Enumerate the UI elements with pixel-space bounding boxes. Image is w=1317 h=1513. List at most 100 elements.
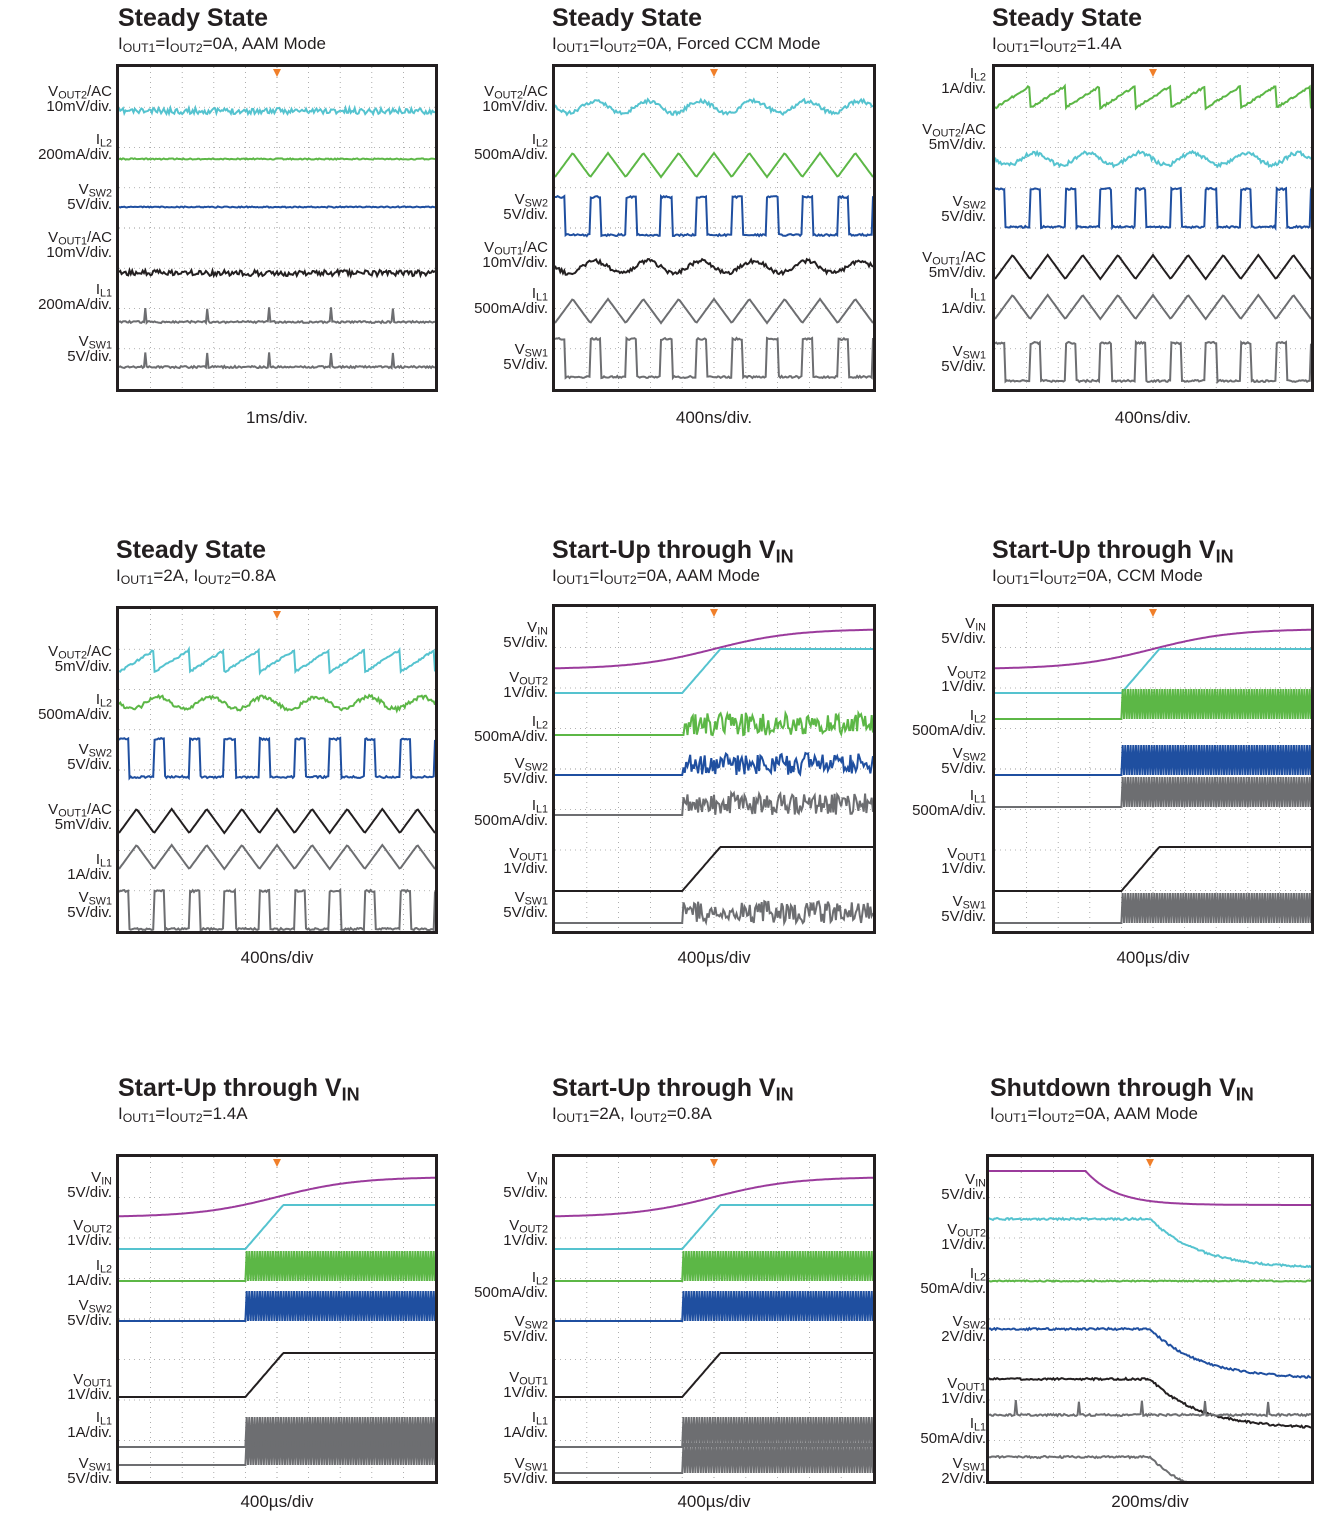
trace-name: VOUT2/AC (48, 643, 112, 662)
trace-scale: 1V/div. (503, 860, 548, 877)
trace-scale: 5V/div. (503, 634, 548, 651)
trace-scale: 50mA/div. (920, 1280, 986, 1297)
trace-scale: 2V/div. (941, 1328, 986, 1345)
scope-screen (552, 604, 876, 934)
trace-scale: 2V/div. (941, 1470, 986, 1487)
trace-name: VIN (527, 619, 548, 638)
panel-title: Steady State (118, 4, 269, 32)
trace-il2 (555, 1250, 873, 1282)
trace-label: IL1 1A/div. (941, 286, 986, 316)
timebase-label: 400ns/div (240, 948, 314, 967)
trace-vsw2 (989, 1326, 1311, 1379)
trace-scale: 5V/div. (503, 904, 548, 921)
scope-plot (555, 607, 873, 931)
trace-label: IL2 500mA/div. (912, 708, 986, 738)
trigger-marker-icon (273, 611, 281, 619)
trace-scale: 1A/div. (67, 1424, 112, 1441)
panel-subtitle: IOUT1=IOUT2=1.4A (992, 34, 1122, 56)
scope-screen (116, 1154, 438, 1484)
trace-label: IL2 1A/div. (67, 1258, 112, 1288)
trace-vsw1 (119, 352, 435, 370)
trace-vsw2 (555, 1290, 873, 1322)
panel-title: Shutdown through VIN (990, 1074, 1254, 1105)
trace-scale: 1V/div. (941, 1390, 986, 1407)
trace-il2 (119, 693, 435, 714)
trace-name: VOUT1/AC (48, 801, 112, 820)
trace-il2 (555, 709, 873, 738)
trace-vsw2 (119, 736, 435, 781)
trace-label: VSW1 5V/div. (67, 334, 112, 364)
trace-name: VIN (965, 1171, 986, 1190)
trace-scale: 5V/div. (941, 760, 986, 777)
trace-name: VSW1 (514, 889, 548, 908)
trace-vsw2 (119, 205, 435, 209)
scope-screen (552, 1154, 876, 1484)
scope-plot (119, 609, 435, 931)
trace-name: VOUT2 (947, 1221, 986, 1240)
timebase-label: 200ms/div (1111, 1492, 1189, 1511)
scope-screen (986, 1154, 1314, 1484)
trace-label: IL1 500mA/div. (474, 286, 548, 316)
trace-label: VSW1 5V/div. (503, 342, 548, 372)
trace-name: VSW2 (952, 745, 986, 764)
trace-vsw1 (989, 1454, 1187, 1481)
trace-label: VSW2 2V/div. (941, 1314, 986, 1344)
trace-scale: 1V/div. (941, 1236, 986, 1253)
trace-scale: 5V/div. (941, 630, 986, 647)
trace-name: VOUT1 (947, 1375, 986, 1394)
trace-scale: 5V/div. (67, 196, 112, 213)
trace-vout2-ac (119, 104, 435, 117)
trace-label: VSW2 5V/div. (503, 1314, 548, 1344)
trace-il2 (555, 151, 873, 179)
trace-name: IL1 (95, 1409, 112, 1428)
trace-label: IL2 1A/div. (941, 66, 986, 96)
trace-name: VSW1 (952, 343, 986, 362)
trace-vsw2 (995, 186, 1311, 231)
trace-scale: 500mA/div. (912, 802, 986, 819)
trace-label: IL1 1A/div. (67, 852, 112, 882)
trace-name: VSW1 (952, 893, 986, 912)
trace-label: VOUT1 1V/div. (941, 1376, 986, 1406)
trace-label: IL1 1A/div. (503, 1410, 548, 1440)
trace-label: VSW2 5V/div. (67, 742, 112, 772)
trace-label: VIN 5V/div. (941, 616, 986, 646)
trigger-marker-icon (710, 69, 718, 77)
panel-title: Start-Up through VIN (992, 536, 1234, 567)
scope-plot (995, 67, 1311, 389)
trace-scale: 1A/div. (941, 80, 986, 97)
trace-name: VOUT2 (73, 1217, 112, 1236)
trace-name: VOUT2/AC (484, 83, 548, 102)
trigger-marker-icon (273, 1159, 281, 1167)
trace-name: IL1 (531, 285, 548, 304)
trace-scale: 10mV/div. (482, 254, 548, 271)
trace-label: VSW1 5V/div. (503, 890, 548, 920)
trace-il1 (555, 789, 873, 816)
trace-label: IL2 50mA/div. (920, 1266, 986, 1296)
trace-name: VSW2 (78, 741, 112, 760)
trace-label: VIN 5V/div. (941, 1172, 986, 1202)
trace-scale: 500mA/div. (912, 722, 986, 739)
trace-scale: 5V/div. (67, 348, 112, 365)
trace-vsw1 (119, 1416, 435, 1448)
trace-vsw1 (995, 339, 1311, 385)
trace-vin (555, 1176, 873, 1218)
trace-name: IL2 (95, 1257, 112, 1276)
trace-scale: 10mV/div. (482, 98, 548, 115)
timebase-label: 1ms/div. (245, 408, 309, 427)
trace-vsw1 (555, 899, 873, 927)
trace-il1 (995, 293, 1311, 321)
trace-scale: 5V/div. (941, 208, 986, 225)
trace-label: IL2 500mA/div. (38, 692, 112, 722)
timebase-label: 400µs/div (677, 948, 751, 967)
trace-vsw2 (555, 193, 873, 238)
panel-subtitle: IOUT1=IOUT2=1.4A (118, 1104, 248, 1126)
trace-label: VOUT1 1V/div. (503, 1370, 548, 1400)
trace-name: IL1 (969, 1415, 986, 1434)
timebase-label: 400µs/div (677, 1492, 751, 1511)
panel-title: Start-Up through VIN (552, 1074, 794, 1105)
trace-scale: 1V/div. (503, 1232, 548, 1249)
trace-scale: 5mV/div. (54, 658, 112, 675)
trace-name: IL2 (531, 131, 548, 150)
trace-il1 (995, 776, 1311, 808)
trace-scale: 1V/div. (503, 1384, 548, 1401)
